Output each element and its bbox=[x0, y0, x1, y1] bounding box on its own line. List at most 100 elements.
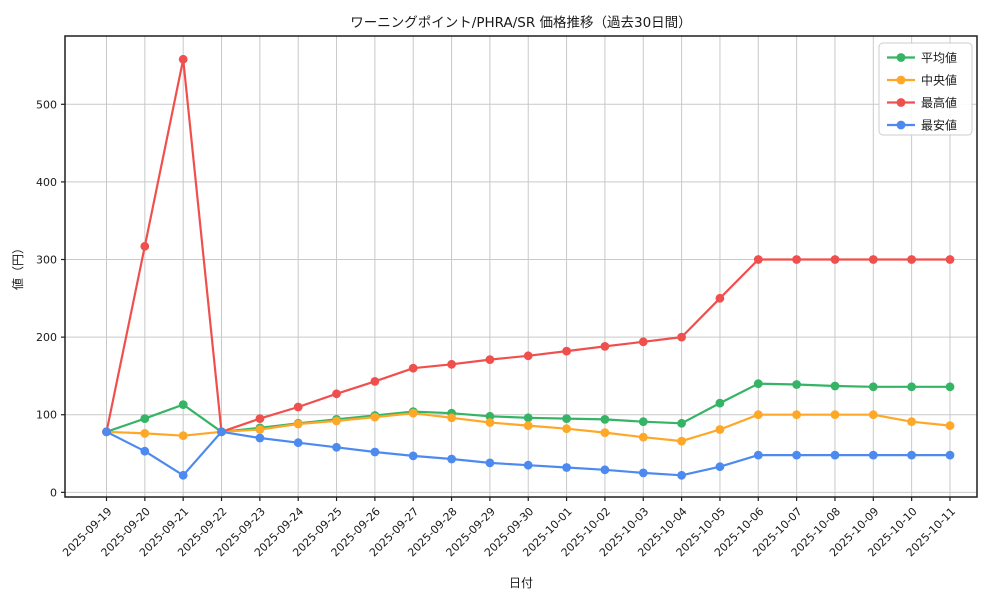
data-point-marker bbox=[562, 463, 571, 472]
data-point-marker bbox=[255, 433, 265, 443]
legend-marker bbox=[896, 120, 906, 130]
data-point-marker bbox=[868, 410, 878, 420]
data-point-marker bbox=[523, 421, 533, 430]
data-point-marker bbox=[830, 255, 840, 264]
data-point-marker bbox=[600, 428, 610, 437]
data-point-marker bbox=[562, 424, 571, 434]
data-point-marker bbox=[293, 419, 303, 429]
data-point-marker bbox=[677, 436, 686, 446]
legend-label: 中央値 bbox=[921, 73, 957, 88]
data-point-marker bbox=[523, 351, 533, 361]
data-point-marker bbox=[753, 410, 763, 420]
data-point-marker bbox=[523, 413, 533, 423]
data-point-marker bbox=[792, 255, 801, 264]
legend-marker bbox=[896, 98, 906, 107]
data-point-marker bbox=[792, 380, 801, 389]
data-point-marker bbox=[715, 462, 725, 472]
data-point-marker bbox=[485, 355, 495, 364]
data-point-marker bbox=[792, 410, 801, 420]
data-point-marker bbox=[178, 54, 188, 64]
data-point-marker bbox=[830, 410, 840, 420]
legend-entry: 最安値 bbox=[887, 118, 957, 133]
series-中央値 bbox=[102, 408, 955, 446]
data-point-marker bbox=[715, 293, 725, 303]
y-tick-label: 200 bbox=[36, 331, 57, 344]
data-point-marker bbox=[485, 418, 495, 427]
data-point-marker bbox=[140, 429, 150, 438]
legend-label: 平均値 bbox=[921, 50, 957, 65]
y-tick-label: 300 bbox=[36, 254, 57, 267]
legend-marker bbox=[896, 53, 906, 62]
data-point-marker bbox=[792, 450, 801, 460]
data-point-marker bbox=[217, 427, 226, 437]
data-point-marker bbox=[907, 255, 916, 264]
legend-entry: 最高値 bbox=[887, 95, 957, 110]
data-point-marker bbox=[907, 382, 916, 392]
legend-label: 最安値 bbox=[921, 118, 957, 133]
data-point-marker bbox=[715, 425, 725, 434]
data-point-marker bbox=[677, 418, 686, 428]
data-point-marker bbox=[945, 421, 955, 430]
y-tick-label: 400 bbox=[36, 176, 57, 189]
data-point-marker bbox=[178, 470, 188, 480]
data-point-marker bbox=[715, 398, 725, 408]
data-point-marker bbox=[332, 416, 341, 426]
legend-entry: 平均値 bbox=[887, 50, 957, 65]
y-tick-label: 100 bbox=[36, 409, 57, 422]
data-point-marker bbox=[868, 450, 878, 460]
data-point-marker bbox=[638, 417, 648, 427]
data-point-marker bbox=[677, 470, 686, 480]
gridlines bbox=[65, 36, 977, 497]
data-point-marker bbox=[332, 442, 341, 452]
data-point-marker bbox=[945, 255, 955, 264]
data-point-marker bbox=[677, 332, 686, 342]
data-point-marker bbox=[293, 438, 303, 448]
data-point-marker bbox=[638, 337, 648, 347]
data-point-marker bbox=[140, 414, 150, 423]
data-point-marker bbox=[753, 255, 763, 264]
y-tick-label: 0 bbox=[50, 486, 57, 499]
data-point-marker bbox=[370, 447, 380, 457]
data-point-marker bbox=[178, 431, 188, 441]
data-point-marker bbox=[485, 458, 495, 468]
data-point-marker bbox=[178, 400, 188, 409]
data-point-marker bbox=[408, 451, 418, 461]
plot-border bbox=[64, 35, 978, 498]
axis-ticks: 01002003004005002025-09-192025-09-202025… bbox=[36, 98, 958, 559]
series-最安値 bbox=[102, 427, 955, 480]
data-point-marker bbox=[408, 408, 418, 418]
data-point-marker bbox=[332, 389, 341, 399]
data-point-marker bbox=[600, 415, 610, 424]
legend-box bbox=[878, 42, 973, 136]
plot-area: 01002003004005002025-09-192025-09-202025… bbox=[36, 35, 978, 559]
y-tick-label: 500 bbox=[36, 98, 57, 111]
data-point-marker bbox=[140, 241, 150, 251]
data-point-marker bbox=[638, 468, 648, 478]
data-point-marker bbox=[945, 382, 955, 392]
data-point-marker bbox=[753, 450, 763, 460]
data-point-marker bbox=[945, 450, 955, 460]
data-point-marker bbox=[600, 465, 610, 475]
data-point-marker bbox=[447, 413, 456, 423]
data-point-marker bbox=[868, 382, 878, 392]
data-point-marker bbox=[447, 359, 456, 369]
legend-label: 最高値 bbox=[921, 95, 957, 110]
data-point-marker bbox=[562, 414, 571, 423]
data-point-marker bbox=[408, 363, 418, 373]
data-point-marker bbox=[907, 450, 916, 460]
data-point-marker bbox=[562, 346, 571, 356]
data-point-marker bbox=[830, 450, 840, 460]
data-point-marker bbox=[370, 412, 380, 422]
data-point-marker bbox=[370, 377, 380, 386]
data-point-marker bbox=[753, 379, 763, 389]
y-axis-label: 値（円） bbox=[10, 242, 25, 290]
legend-marker bbox=[896, 75, 906, 85]
chart-title: ワーニングポイント/PHRA/SR 価格推移（過去30日間） bbox=[350, 15, 691, 31]
data-point-marker bbox=[523, 460, 533, 470]
data-point-marker bbox=[447, 454, 456, 464]
data-point-marker bbox=[907, 417, 916, 427]
data-point-marker bbox=[140, 446, 150, 456]
